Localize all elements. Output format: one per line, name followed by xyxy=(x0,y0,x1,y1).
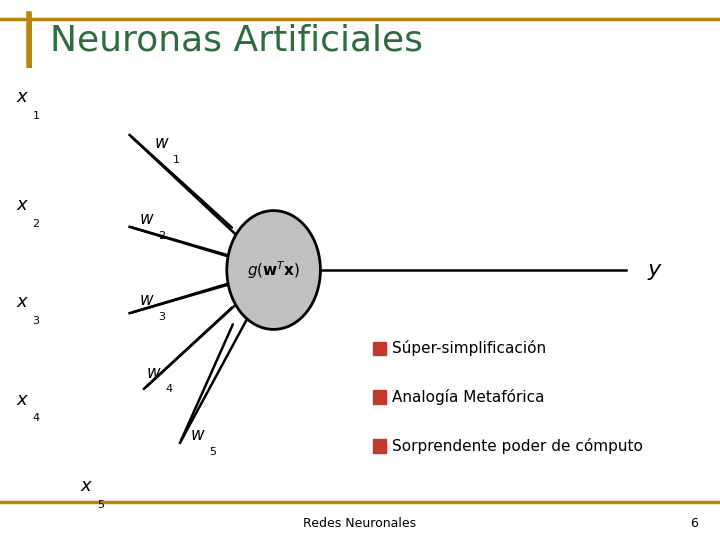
Text: 6: 6 xyxy=(690,517,698,530)
Text: $x$: $x$ xyxy=(81,477,94,495)
FancyBboxPatch shape xyxy=(373,390,386,404)
Text: 2: 2 xyxy=(158,231,166,241)
Text: $x$: $x$ xyxy=(16,293,29,312)
Text: Analogía Metafórica: Analogía Metafórica xyxy=(392,389,545,405)
Text: 3: 3 xyxy=(158,312,166,322)
Text: 2: 2 xyxy=(32,219,40,229)
Text: $w$: $w$ xyxy=(146,363,162,382)
Text: $g(\mathbf{w}^T\mathbf{x})$: $g(\mathbf{w}^T\mathbf{x})$ xyxy=(247,259,300,281)
Text: Súper-simplificación: Súper-simplificación xyxy=(392,340,546,356)
Text: $w$: $w$ xyxy=(139,210,155,228)
Text: 4: 4 xyxy=(166,384,173,395)
Text: Neuronas Artificiales: Neuronas Artificiales xyxy=(50,24,423,57)
Text: Sorprendente poder de cómputo: Sorprendente poder de cómputo xyxy=(392,437,643,454)
Text: $x$: $x$ xyxy=(16,88,29,106)
Ellipse shape xyxy=(227,211,320,329)
Text: 3: 3 xyxy=(32,316,40,326)
Text: $w$: $w$ xyxy=(189,426,205,444)
Text: 5: 5 xyxy=(209,447,216,457)
FancyBboxPatch shape xyxy=(373,439,386,453)
Text: $x$: $x$ xyxy=(16,196,29,214)
Text: Redes Neuronales: Redes Neuronales xyxy=(303,517,417,530)
Text: 1: 1 xyxy=(32,111,40,121)
Text: y: y xyxy=(648,260,661,280)
Text: $w$: $w$ xyxy=(139,291,155,309)
FancyBboxPatch shape xyxy=(373,342,386,355)
Text: $w$: $w$ xyxy=(153,134,169,152)
Text: 1: 1 xyxy=(173,155,180,165)
Text: 5: 5 xyxy=(97,500,104,510)
Text: $x$: $x$ xyxy=(16,390,29,409)
Text: 4: 4 xyxy=(32,413,40,423)
